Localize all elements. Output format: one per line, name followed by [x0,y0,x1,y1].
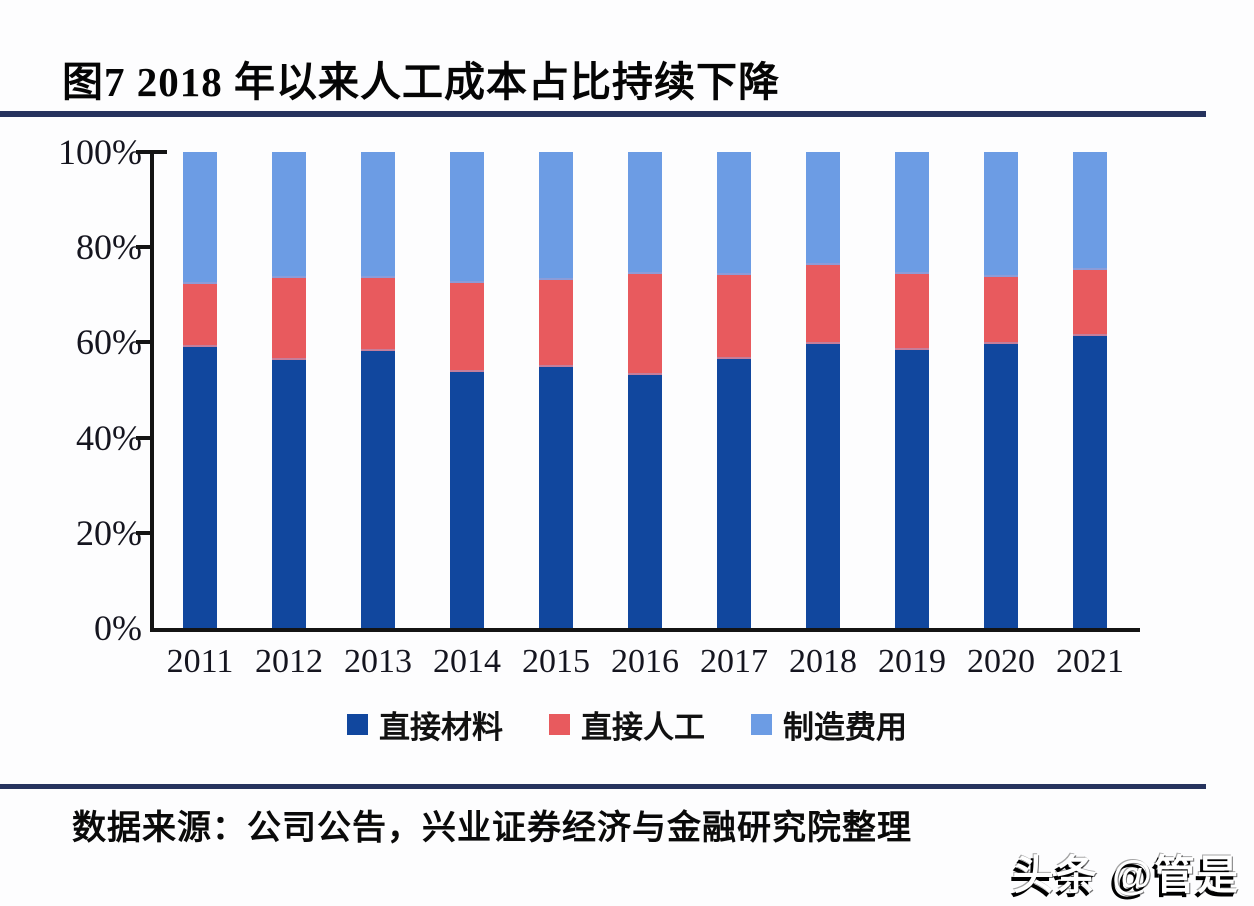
legend-item-直接人工: 直接人工 [549,702,705,747]
y-tick-label: 0% [94,608,142,648]
bar-segment-制造费用 [1073,152,1107,271]
bar-segment-直接人工 [1073,270,1107,336]
bar-segment-制造费用 [717,152,751,275]
footer-divider-rule [0,784,1206,789]
bar-segment-制造费用 [183,152,217,285]
bar-segment-直接材料 [717,358,751,628]
bar-segment-直接人工 [450,282,484,373]
legend-item-制造费用: 制造费用 [751,702,907,747]
x-tick-label: 2021 [1056,643,1124,680]
bar-segment-制造费用 [895,152,929,274]
y-tick-mark [136,340,152,345]
bar-segment-直接材料 [984,343,1018,628]
stacked-bar-2020 [984,152,1018,628]
legend-swatch-icon [549,714,570,735]
bar-segment-直接材料 [361,351,395,628]
legend-item-直接材料: 直接材料 [347,702,503,747]
bar-segment-直接材料 [628,374,662,628]
stacked-bar-2015 [539,152,573,628]
bar-segment-直接人工 [984,277,1018,344]
bar-segment-直接人工 [539,280,573,368]
bar-segment-直接人工 [361,278,395,352]
legend-label: 直接人工 [581,710,705,745]
bar-segment-直接材料 [1073,335,1107,628]
figure-title: 图7 2018 年以来人工成本占比持续下降 [62,59,780,105]
y-tick-label: 20% [76,512,142,553]
x-tick-label: 2013 [344,643,412,680]
bar-segment-制造费用 [984,152,1018,278]
stacked-bar-2017 [717,152,751,628]
x-tick-label: 2018 [789,643,857,680]
y-tick-label: 60% [76,322,142,363]
x-tick-label: 2019 [878,643,946,680]
stacked-bar-2011 [183,152,217,628]
stacked-bar-2012 [272,152,306,628]
bar-segment-直接人工 [628,273,662,375]
bar-segment-直接材料 [272,360,306,628]
x-tick-label: 2011 [166,643,234,680]
legend-label: 直接材料 [379,710,503,745]
bar-segment-直接人工 [806,264,840,344]
data-source-text: 数据来源：公司公告，兴业证券经济与金融研究院整理 [72,810,912,847]
bar-segment-直接材料 [539,367,573,628]
y-tick-mark [136,435,152,440]
stacked-bar-2013 [361,152,395,628]
stacked-bar-2021 [1073,152,1107,628]
legend-swatch-icon [347,714,368,735]
y-tick-mark [136,530,152,535]
chart-legend: 直接材料 直接人工 制造费用 [0,702,1254,747]
watermark-text: 头条 @管是 [1012,852,1240,898]
x-tick-label: 2017 [700,643,768,680]
x-tick-label: 2012 [255,643,323,680]
y-tick-label: 40% [76,417,142,458]
y-tick-mark [136,245,152,250]
x-tick-label: 2016 [611,643,679,680]
y-tick-mark [136,150,152,154]
bar-segment-直接材料 [806,343,840,628]
stacked-bar-2018 [806,152,840,628]
x-axis-line [150,628,1140,632]
title-divider-rule [0,111,1206,117]
x-tick-label: 2015 [522,643,590,680]
y-axis-top-stub [152,150,167,154]
bar-segment-直接人工 [895,273,929,351]
bar-segment-制造费用 [539,152,573,281]
stacked-bar-2014 [450,152,484,628]
bar-segment-直接人工 [183,284,217,348]
bar-segment-直接人工 [717,274,751,359]
stacked-bar-2016 [628,152,662,628]
x-tick-label: 2014 [433,643,501,680]
bar-segment-制造费用 [361,152,395,279]
bar-segment-直接材料 [895,350,929,628]
bar-segment-直接材料 [450,372,484,628]
bar-segment-制造费用 [272,152,306,279]
y-tick-label: 100% [58,132,142,172]
x-tick-label: 2020 [967,643,1035,680]
bar-segment-直接材料 [183,347,217,628]
bar-segment-制造费用 [628,152,662,274]
stacked-bar-2019 [895,152,929,628]
bar-segment-制造费用 [450,152,484,283]
y-tick-label: 80% [76,227,142,268]
legend-label: 制造费用 [783,710,907,745]
bar-segment-制造费用 [806,152,840,265]
y-axis-line [150,150,154,632]
bar-segment-直接人工 [272,278,306,361]
legend-swatch-icon [751,714,772,735]
